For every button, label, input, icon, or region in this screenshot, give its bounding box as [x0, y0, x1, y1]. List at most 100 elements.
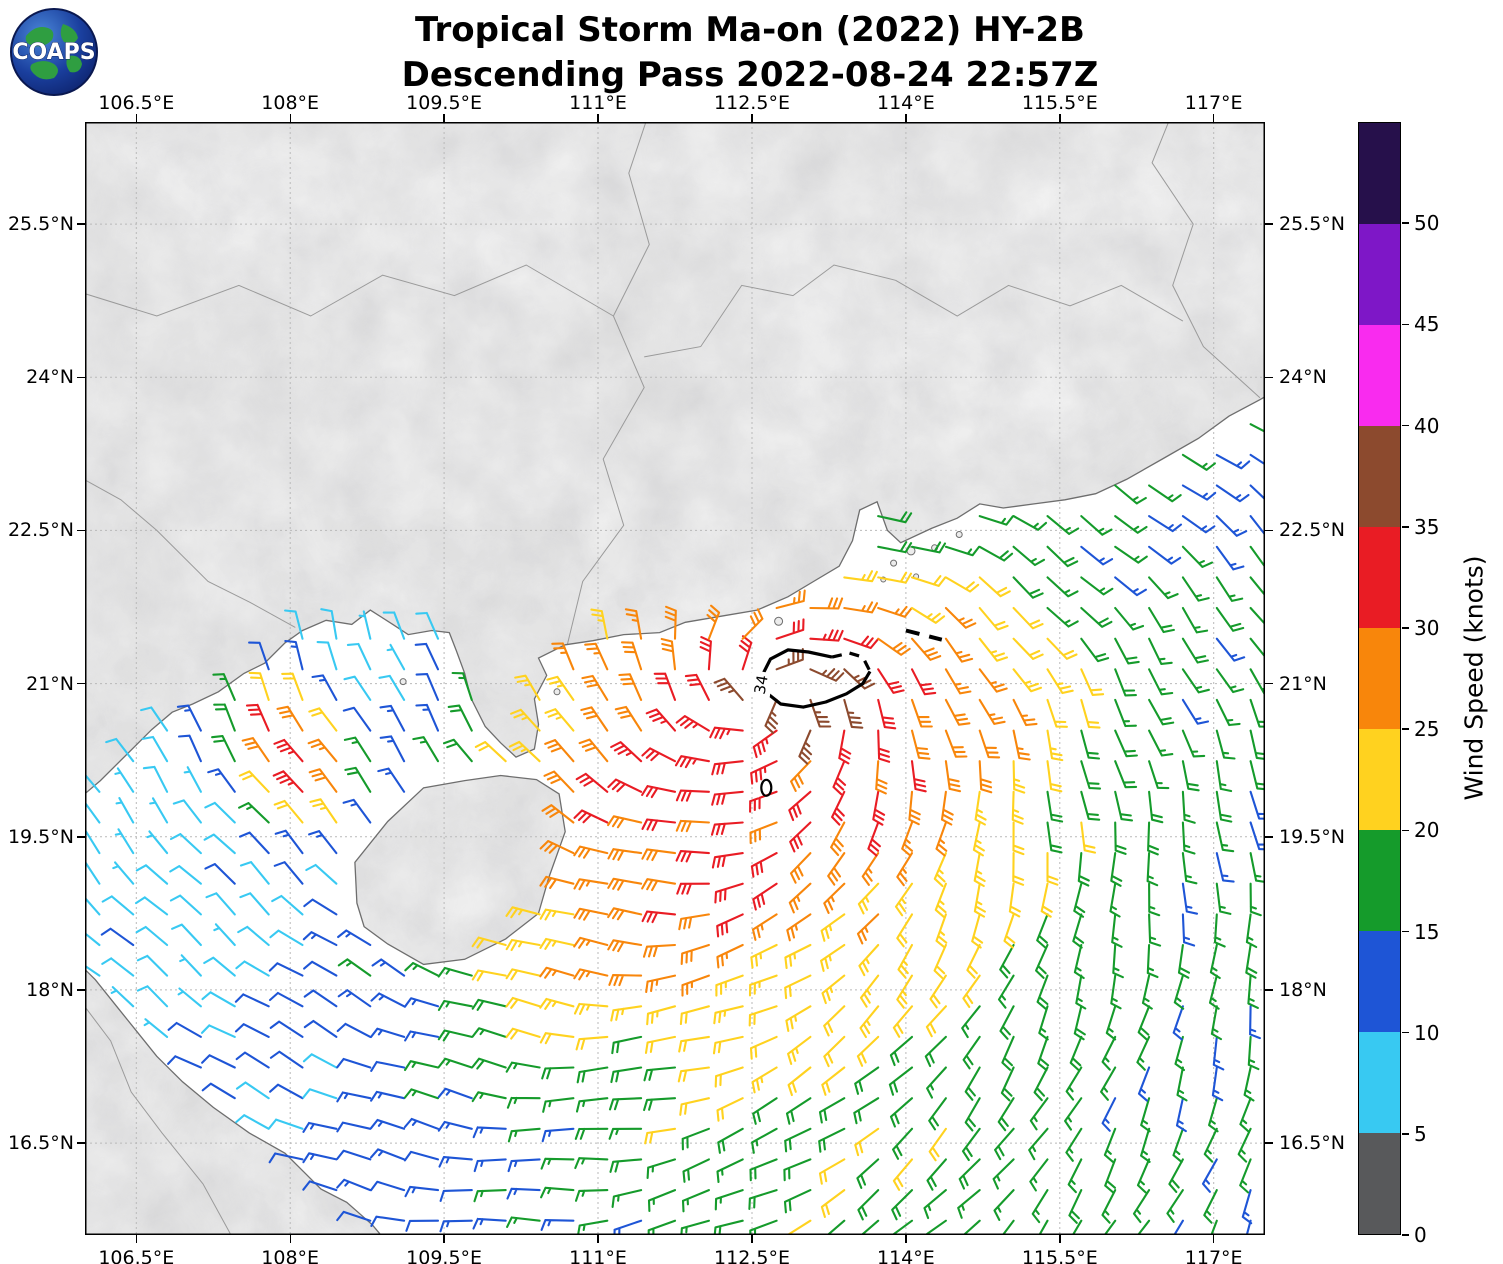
wind-barb	[539, 997, 575, 1010]
wind-barb	[643, 1097, 677, 1112]
wind-map: 34	[85, 122, 1265, 1235]
wind-barb	[1114, 668, 1137, 697]
colorbar-tick-label: 45	[1414, 312, 1440, 337]
x-tick-mark	[751, 114, 753, 122]
wind-barb	[1181, 545, 1214, 568]
wind-barb	[200, 1024, 236, 1038]
wind-barb	[896, 974, 914, 1009]
wind-barb	[382, 611, 406, 640]
wind-barb	[609, 1158, 643, 1173]
wind-barb	[551, 642, 575, 671]
wind-barb	[415, 703, 440, 732]
wind-barb	[1114, 698, 1137, 728]
wind-barb	[403, 1117, 440, 1130]
wind-barb	[787, 1035, 812, 1065]
wind-barb	[978, 729, 1001, 759]
wind-barb	[239, 861, 270, 885]
wind-barb	[738, 635, 753, 671]
wind-barb	[1148, 668, 1174, 696]
wind-barb	[203, 956, 236, 977]
wind-barb	[944, 729, 968, 758]
wind-barb	[540, 1219, 575, 1231]
wind-barb	[901, 821, 914, 857]
y-tick-mark	[1265, 1142, 1273, 1144]
wind-barb	[872, 790, 886, 826]
wind-barb	[1035, 943, 1049, 979]
wind-barb	[1249, 484, 1265, 501]
wind-barb	[269, 1050, 304, 1069]
wind-barb	[1080, 515, 1113, 536]
wind-barb	[910, 698, 933, 728]
wind-barb	[681, 1189, 710, 1213]
wind-barb	[1114, 545, 1148, 564]
wind-barb	[678, 913, 710, 931]
wind-barb	[302, 1088, 338, 1100]
wind-barb	[1036, 974, 1049, 1010]
colorbar-tick-mark	[1402, 222, 1409, 224]
wind-barb	[403, 997, 440, 1008]
wind-barb	[1080, 668, 1105, 696]
wind-barb	[506, 1187, 541, 1200]
wind-barb	[140, 706, 169, 732]
y-tick-mark	[1265, 836, 1273, 838]
wind-barb	[944, 606, 977, 629]
wind-barb	[809, 668, 845, 682]
wind-barb	[785, 1005, 812, 1032]
wind-barb	[1112, 943, 1124, 979]
wind-barb	[624, 608, 643, 640]
wind-barb	[971, 913, 984, 949]
colorbar-tick-mark	[1402, 829, 1409, 831]
y-tick-label: 24°N	[1279, 366, 1327, 389]
wind-barb	[962, 974, 981, 1009]
wind-barb	[716, 943, 744, 969]
wind-barb	[437, 1120, 473, 1132]
wind-barb	[775, 618, 805, 640]
colorbar-tick-label: 35	[1414, 514, 1440, 539]
colorbar-tick-label: 40	[1414, 413, 1440, 438]
wind-barb	[540, 1157, 575, 1170]
wind-barb	[437, 1057, 473, 1069]
wind-barb	[284, 639, 304, 671]
wind-barb	[336, 1091, 372, 1103]
wind-barb	[843, 635, 879, 650]
wind-barb	[1046, 637, 1078, 660]
wind-barb	[1068, 1189, 1083, 1224]
wind-barb	[472, 1217, 507, 1230]
wind-barb	[471, 1091, 507, 1103]
wind-barb	[710, 821, 744, 836]
wind-barb	[715, 974, 744, 997]
wind-barb	[235, 1114, 270, 1130]
x-tick-mark	[597, 114, 599, 122]
wind-barb	[641, 848, 677, 862]
wind-barb	[867, 821, 881, 857]
wind-barb	[1215, 852, 1235, 883]
wind-barb	[1237, 1127, 1252, 1163]
wind-barb	[978, 545, 1014, 562]
coaps-logo: COAPS	[10, 8, 98, 96]
wind-barb	[1080, 606, 1113, 628]
x-tick-label: 106.5°E	[98, 92, 175, 114]
wind-barb	[1249, 453, 1265, 466]
wind-barb	[940, 790, 954, 826]
wind-barb	[877, 541, 913, 554]
x-tick-mark	[1212, 114, 1215, 122]
wind-barb	[978, 576, 1011, 598]
wind-barb	[235, 1081, 270, 1100]
wind-barb	[303, 898, 338, 916]
wind-barb	[1046, 821, 1063, 854]
wind-barb	[1012, 576, 1044, 599]
wind-barb	[713, 677, 744, 701]
wind-barb	[1114, 637, 1140, 665]
wind-barb	[302, 931, 338, 947]
wind-barb	[821, 974, 846, 1005]
wind-barb	[641, 818, 677, 832]
wind-barb	[711, 760, 744, 776]
wind-barb	[641, 878, 677, 892]
wind-barb	[854, 1127, 880, 1157]
wind-barb	[1080, 821, 1097, 854]
wind-barb	[1029, 1097, 1049, 1131]
wind-barb	[642, 943, 677, 958]
wind-barb	[539, 1032, 575, 1045]
wind-barb	[505, 996, 541, 1009]
wind-barb	[877, 605, 913, 618]
